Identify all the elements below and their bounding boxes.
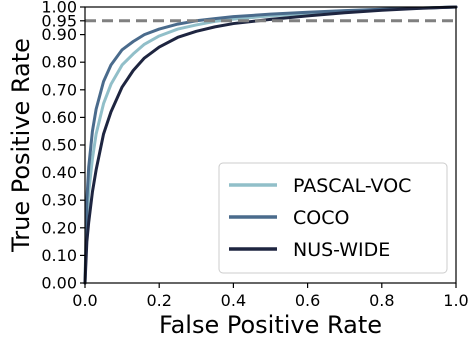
series-line-coco bbox=[83, 5, 458, 285]
y-tick-label: 0.20 bbox=[41, 218, 77, 237]
y-tick-label: 0.70 bbox=[41, 80, 77, 99]
x-tick-label: 1.0 bbox=[443, 291, 468, 310]
y-tick-label: 0.10 bbox=[41, 246, 77, 265]
y-tick-label: 0.60 bbox=[41, 108, 77, 127]
legend-box bbox=[218, 162, 448, 274]
legend-label-pascal-voc: PASCAL-VOC bbox=[293, 175, 411, 197]
legend: PASCAL-VOC COCO NUS-WIDE bbox=[218, 162, 448, 274]
y-tick-label: 0.80 bbox=[41, 53, 77, 72]
y-tick-label: 0.00 bbox=[41, 274, 77, 293]
x-tick-label: 0.8 bbox=[369, 291, 394, 310]
series-layer bbox=[83, 5, 458, 285]
y-tick-label: 0.40 bbox=[41, 163, 77, 182]
x-tick-label: 0.0 bbox=[72, 291, 97, 310]
y-tick-label: 0.50 bbox=[41, 136, 77, 155]
y-axis-ticks: 0.00 0.10 0.20 0.30 0.40 0.50 0.60 0.70 0.80 0.90… bbox=[41, 0, 85, 293]
series-line-nus-wide bbox=[83, 5, 458, 285]
y-tick-label: 1.00 bbox=[41, 0, 77, 17]
y-tick-label: 0.90 bbox=[41, 25, 77, 44]
x-tick-label: 0.2 bbox=[146, 291, 171, 310]
legend-label-coco: COCO bbox=[293, 207, 349, 229]
x-tick-label: 0.4 bbox=[221, 291, 246, 310]
x-axis-title: False Positive Rate bbox=[159, 311, 382, 337]
x-tick-label: 0.6 bbox=[295, 291, 320, 310]
x-axis-ticks: 0.0 0.2 0.4 0.6 0.8 1.0 bbox=[72, 283, 469, 310]
y-tick-label: 0.95 bbox=[41, 11, 77, 30]
y-tick-label: 0.30 bbox=[41, 191, 77, 210]
y-axis-title: True Positive Rate bbox=[7, 38, 35, 253]
legend-label-nus-wide: NUS-WIDE bbox=[293, 239, 390, 261]
